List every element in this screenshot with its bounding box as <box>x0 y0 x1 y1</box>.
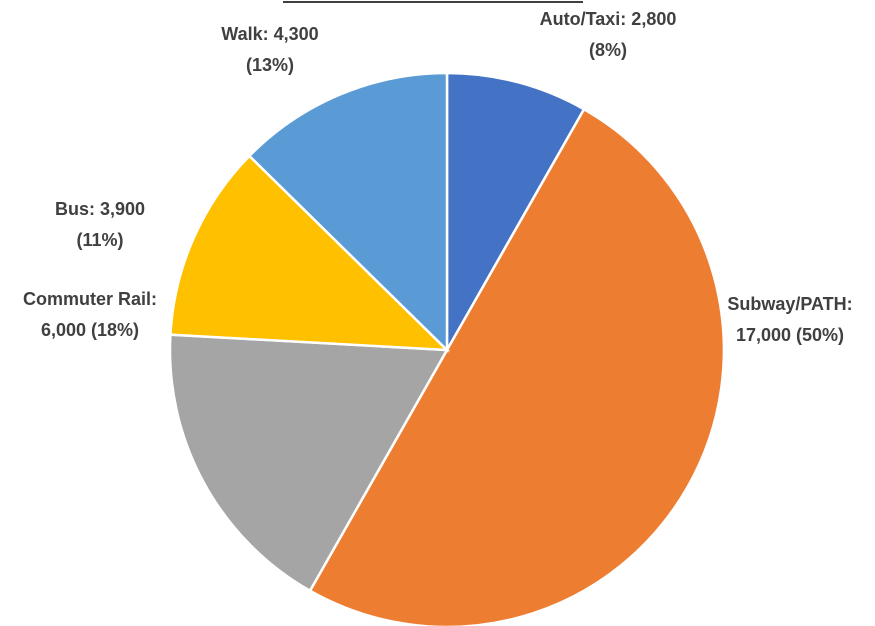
data-label: (13%) <box>246 55 294 75</box>
data-label: 6,000 (18%) <box>41 320 139 340</box>
pie-slice <box>445 71 586 355</box>
data-label: Bus: 3,900 <box>55 199 145 219</box>
data-label: (11%) <box>76 230 123 250</box>
data-label: Walk: 4,300 <box>221 24 318 44</box>
pie-slice <box>168 333 450 593</box>
pie-slice <box>308 107 726 626</box>
data-label: Subway/PATH: <box>727 294 852 314</box>
pie-slice <box>169 154 451 352</box>
data-label: Auto/Taxi: 2,800 <box>540 9 677 29</box>
data-label: 17,000 (50%) <box>736 325 844 345</box>
data-label: Commuter Rail: <box>23 289 157 309</box>
data-label: (8%) <box>589 40 627 60</box>
pie-slice <box>247 71 449 353</box>
